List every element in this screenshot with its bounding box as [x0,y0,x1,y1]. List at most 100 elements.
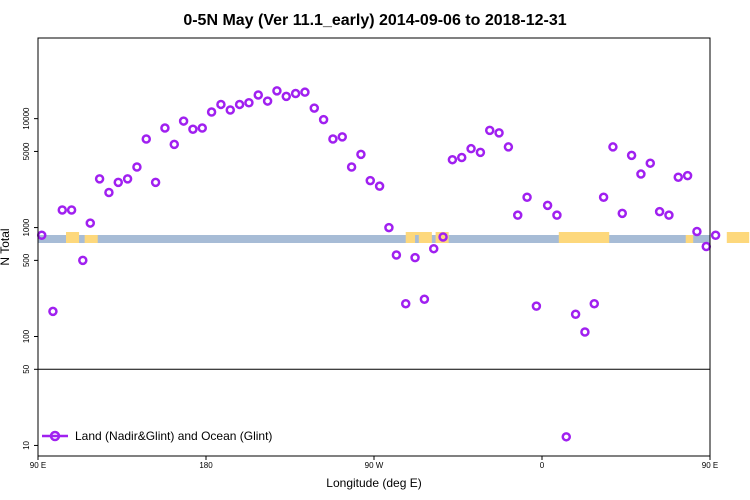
x-axis-label: Longitude (deg E) [326,476,421,490]
data-point [132,162,142,172]
legend-label: Land (Nadir&Glint) and Ocean (Glint) [75,429,272,443]
data-point [356,149,366,160]
land-band-segment [405,235,416,243]
land-band-segment [726,232,750,235]
data-point [374,181,385,191]
land-band-segment [726,235,750,243]
land-band-segment [558,235,610,243]
x-tick-label: 0 [540,461,545,470]
y-tick-label: 500 [22,253,31,267]
y-axis-label: N Total [0,228,12,265]
data-point [428,243,439,254]
data-point [346,162,357,172]
x-tick-label: 90 W [365,461,384,470]
land-band-segment [418,235,432,243]
data-point [244,97,254,108]
x-tick-label: 90 E [30,461,46,470]
data-point [384,222,394,233]
land-band-segment [685,235,694,243]
data-point [66,205,77,215]
data-point [122,174,133,184]
data-point [300,87,310,97]
data-point [598,192,609,202]
data-point [636,169,646,179]
data-point [253,90,264,100]
plot-frame [37,37,711,457]
data-point [197,123,208,133]
data-point [673,172,684,182]
y-tick-label: 5000 [22,142,31,160]
data-point [561,432,572,442]
data-point [580,327,590,337]
data-point [710,230,721,241]
land-band-segment [558,232,610,235]
data-point [104,187,114,198]
data-point [400,298,411,309]
land-band-segment [66,235,80,243]
data-point [645,158,656,168]
data-point [456,152,467,163]
data-point [552,210,562,220]
data-point [272,86,282,96]
y-tick-label: 1000 [22,218,31,236]
data-point [262,96,273,106]
data-point [57,205,68,215]
data-point [701,241,712,252]
data-point [85,218,96,228]
data-point [531,301,542,311]
data-point [169,139,180,150]
data-point [206,107,217,117]
surface-type-band [38,232,750,243]
land-band-segment [405,232,432,235]
data-point [318,114,329,125]
data-point [512,210,523,220]
x-tick-label: 180 [199,461,213,470]
data-point [447,154,458,165]
data-point [290,88,301,99]
data-point [503,142,514,152]
data-point [654,206,665,217]
data-point [664,210,674,220]
data-point [48,306,58,317]
x-tick-label: 90 E [702,461,718,470]
data-point [626,150,637,161]
data-point [150,177,161,188]
chart-title: 0-5N May (Ver 11.1_early) 2014-09-06 to … [183,12,566,29]
legend-point-marker [49,430,61,442]
data-point [692,226,702,237]
data-point [178,116,189,126]
ocean-band [38,235,710,243]
data-point [78,255,88,266]
data-point [542,200,553,211]
data-point [484,125,495,136]
land-band-segment [84,235,98,243]
data-point [94,174,105,184]
data-point [466,143,476,154]
data-point [141,134,152,144]
data-point [570,309,581,320]
data-point [475,147,486,158]
data-point [337,132,348,142]
data-point [365,175,376,186]
data-points [36,86,721,442]
x-axis: 90 E 180 90 W 0 90 E [30,456,718,470]
data-point [522,192,532,202]
data-point [391,250,402,260]
data-point [608,142,618,152]
y-tick-label: 10000 [22,107,31,130]
data-point [438,232,448,242]
data-point [309,103,320,113]
data-point [113,177,124,188]
data-point [234,99,245,110]
data-point [188,124,198,134]
y-tick-label: 10 [22,440,31,449]
y-axis: 10 50 100 500 1000 5000 10000 [22,107,38,450]
data-point [682,170,693,181]
data-point [589,298,600,309]
data-point [419,294,430,304]
legend: Land (Nadir&Glint) and Ocean (Glint) [42,429,272,443]
data-point [410,252,420,263]
data-point [216,99,226,110]
land-band-segment [66,232,80,235]
